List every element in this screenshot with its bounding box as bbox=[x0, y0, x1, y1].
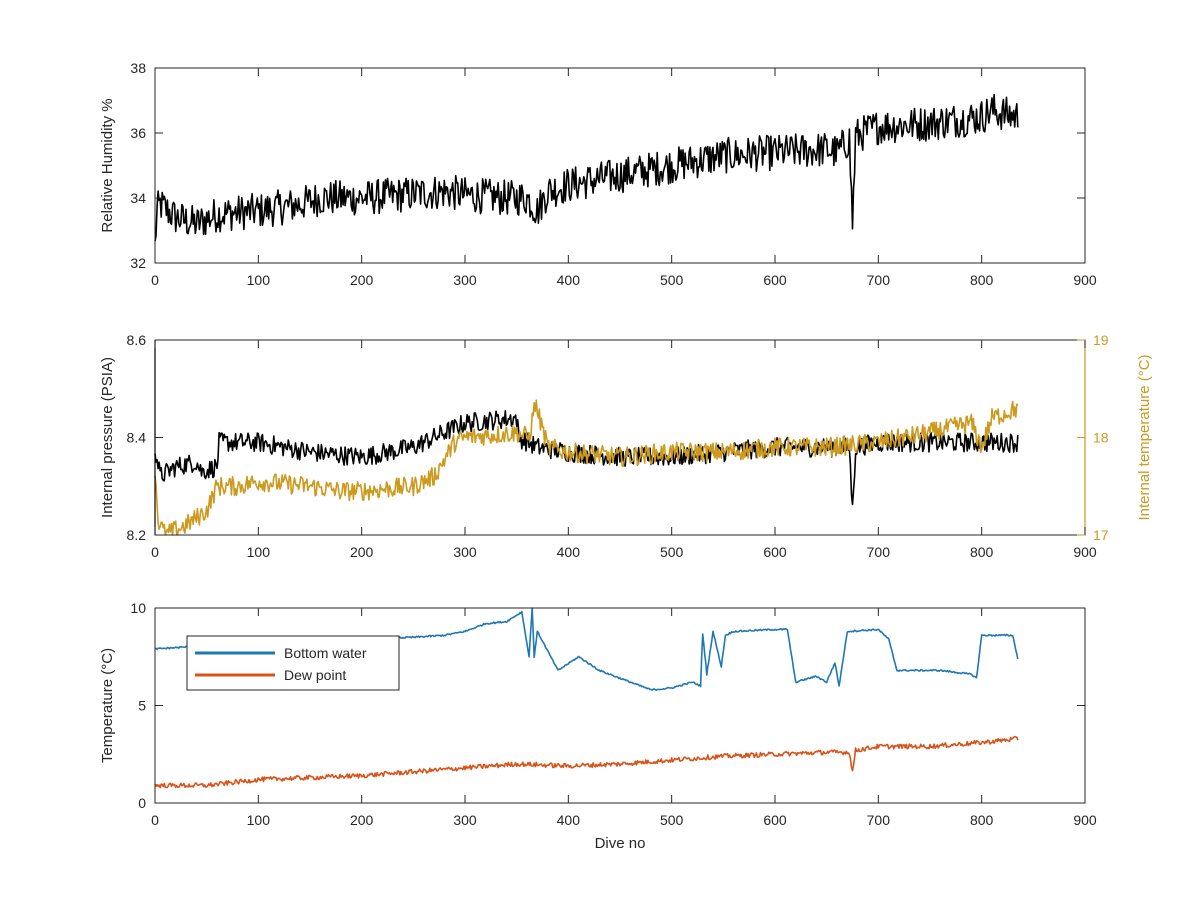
subplot-1-x-tick-label: 500 bbox=[660, 272, 684, 288]
subplot-1-x-tick-label: 700 bbox=[867, 272, 891, 288]
subplot-3-x-tick-label: 900 bbox=[1073, 812, 1097, 828]
subplot-2-y-tick-label: 8.6 bbox=[127, 332, 147, 348]
subplot-2-y-tick-label: 8.4 bbox=[127, 430, 147, 446]
subplot-1-axes-box bbox=[154, 67, 1086, 264]
subplot-3-y-tick-label: 10 bbox=[130, 600, 146, 616]
subplot-3-x-tick-label: 500 bbox=[660, 812, 684, 828]
subplot-3-x-tick-label: 700 bbox=[867, 812, 891, 828]
subplot-1-y-axis-label: Relative Humidity % bbox=[99, 98, 116, 232]
subplot-1-y-tick-label: 32 bbox=[130, 255, 146, 271]
subplot-1-x-tick-label: 200 bbox=[350, 272, 374, 288]
subplot-2-x-tick-label: 500 bbox=[660, 544, 684, 560]
subplot-3-x-axis-label: Dive no bbox=[595, 835, 646, 852]
subplot-1-x-tick-label: 900 bbox=[1073, 272, 1097, 288]
subplot-1-y-tick-label: 38 bbox=[130, 60, 146, 76]
subplot-1-y-tick-label: 34 bbox=[130, 190, 146, 206]
subplot-1-y-tick-label: 36 bbox=[130, 125, 146, 141]
subplot-2-x-tick-label: 100 bbox=[247, 544, 271, 560]
subplot-3-y-axis-label: Temperature (°C) bbox=[99, 648, 116, 763]
subplot-1-x-tick-label: 800 bbox=[970, 272, 994, 288]
subplot-2-axes-box bbox=[154, 339, 1086, 536]
subplot-2-y-axis-label: Internal pressure (PSIA) bbox=[99, 357, 116, 518]
subplot-2-x-tick-label: 400 bbox=[557, 544, 581, 560]
subplot-1-x-tick-label: 600 bbox=[763, 272, 787, 288]
subplot-2-y-right-tick-label: 19 bbox=[1093, 332, 1109, 348]
subplot-3-x-tick-label: 600 bbox=[763, 812, 787, 828]
subplot-3-y-tick-label: 0 bbox=[138, 795, 146, 811]
subplot-2-x-tick-label: 300 bbox=[453, 544, 477, 560]
subplot-2-x-tick-label: 0 bbox=[151, 544, 159, 560]
subplot-3-legend-label-bottom-water: Bottom water bbox=[284, 645, 367, 661]
subplot-3-x-tick-label: 800 bbox=[970, 812, 994, 828]
subplot-2-y-right-tick-label: 18 bbox=[1093, 430, 1109, 446]
subplot-3-x-tick-label: 100 bbox=[247, 812, 271, 828]
subplot-3-legend-box bbox=[186, 635, 400, 691]
subplot-1-series-line-1 bbox=[154, 93, 1019, 242]
subplot-1-x-tick-label: 100 bbox=[247, 272, 271, 288]
subplot-3-x-tick-label: 400 bbox=[557, 812, 581, 828]
subplot-2-series-line-2 bbox=[154, 399, 1019, 536]
subplot-3-x-tick-label: 300 bbox=[453, 812, 477, 828]
subplot-2-y-right-tick-label: 17 bbox=[1093, 527, 1109, 543]
subplot-3-x-tick-label: 200 bbox=[350, 812, 374, 828]
subplot-1-x-tick-label: 0 bbox=[151, 272, 159, 288]
subplot-2-x-tick-label: 800 bbox=[970, 544, 994, 560]
subplot-2-x-tick-label: 700 bbox=[867, 544, 891, 560]
subplot-1-x-tick-label: 400 bbox=[557, 272, 581, 288]
subplot-3-series-line-dew-point bbox=[154, 735, 1019, 789]
subplot-2-y-tick-label: 8.2 bbox=[127, 527, 147, 543]
subplot-2-x-tick-label: 200 bbox=[350, 544, 374, 560]
subplot-2-x-tick-label: 900 bbox=[1073, 544, 1097, 560]
subplot-3-y-tick-label: 5 bbox=[138, 698, 146, 714]
subplot-2-y-right-axis-label: Internal temperature (°C) bbox=[1136, 354, 1153, 520]
subplot-2-x-tick-label: 600 bbox=[763, 544, 787, 560]
subplot-3-legend-label-dew-point: Dew point bbox=[284, 667, 346, 683]
subplot-1-x-tick-label: 300 bbox=[453, 272, 477, 288]
subplot-3-x-tick-label: 0 bbox=[151, 812, 159, 828]
